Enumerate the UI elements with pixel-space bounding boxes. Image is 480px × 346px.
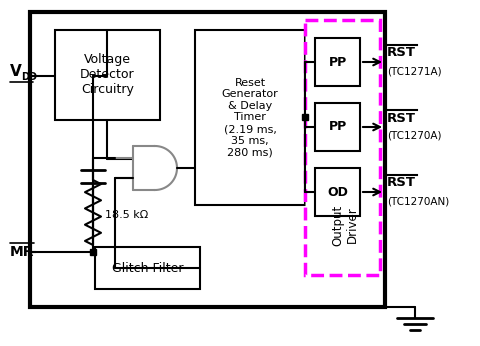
Text: RST: RST: [387, 46, 416, 60]
Text: 18.5 kΩ: 18.5 kΩ: [105, 210, 148, 220]
Text: (TC1271A): (TC1271A): [387, 66, 442, 76]
Text: Output
Driver: Output Driver: [331, 204, 359, 246]
Bar: [315, 103, 360, 151]
Text: V: V: [10, 64, 22, 80]
Bar: [315, 168, 360, 216]
Text: (TC1270AN): (TC1270AN): [387, 196, 449, 206]
Bar: [315, 38, 360, 86]
Text: Glitch Filter: Glitch Filter: [112, 262, 183, 274]
Text: Voltage
Detector
Circuitry: Voltage Detector Circuitry: [80, 54, 135, 97]
Text: MR: MR: [10, 245, 35, 259]
Bar: [95, 247, 200, 289]
Bar: [305, 20, 380, 275]
Bar: [195, 30, 305, 205]
Text: Reset
Generator
& Delay
Timer
(2.19 ms,
35 ms,
280 ms): Reset Generator & Delay Timer (2.19 ms, …: [222, 78, 278, 157]
Text: RST: RST: [387, 111, 416, 125]
Text: DD: DD: [21, 72, 37, 82]
Bar: [30, 12, 385, 307]
Text: PP: PP: [328, 120, 347, 134]
Text: OD: OD: [327, 185, 348, 199]
Text: RST: RST: [387, 176, 416, 190]
Bar: [55, 30, 160, 120]
Text: PP: PP: [328, 55, 347, 69]
Text: (TC1270A): (TC1270A): [387, 131, 442, 141]
